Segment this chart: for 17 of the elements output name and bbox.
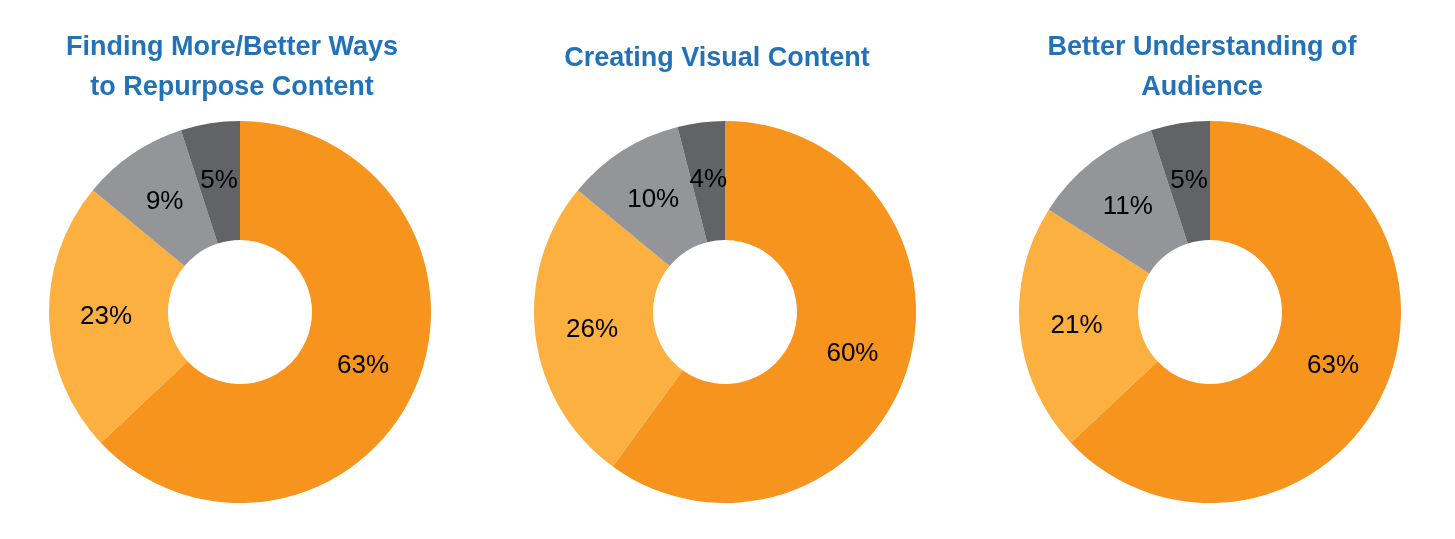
data-label: 11% [1102, 190, 1153, 221]
data-label: 10% [627, 182, 680, 213]
data-label: 5% [1170, 163, 1208, 194]
data-label: 5% [200, 163, 238, 194]
data-label: 63% [336, 349, 389, 380]
data-label: 21% [1050, 308, 1103, 339]
data-label: 23% [80, 300, 133, 331]
donut-slice [534, 190, 683, 467]
data-label: 9% [145, 185, 184, 216]
data-label: 60% [826, 337, 879, 368]
data-label: 63% [1306, 349, 1359, 380]
chart-title: Better Understanding of Audience [1047, 31, 1358, 101]
chart-title: Finding More/Better Ways to Repurpose Content [65, 31, 399, 101]
donut-slice [1150, 121, 1210, 244]
donut-slice [49, 190, 188, 443]
chart-title: Creating Visual Content [564, 42, 870, 72]
data-label: 26% [566, 312, 619, 343]
